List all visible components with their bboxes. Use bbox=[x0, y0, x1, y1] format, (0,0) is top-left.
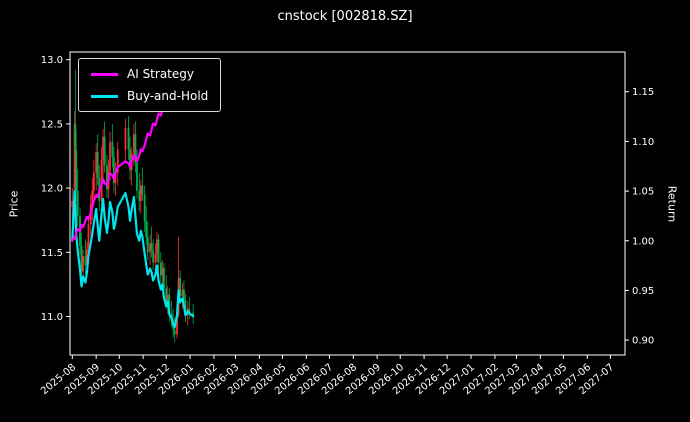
svg-text:1.05: 1.05 bbox=[632, 187, 654, 198]
svg-text:13.0: 13.0 bbox=[41, 55, 63, 66]
legend-label-ai-strategy: AI Strategy bbox=[127, 67, 194, 81]
svg-text:1.00: 1.00 bbox=[632, 236, 654, 247]
legend-item-ai-strategy: AI Strategy bbox=[91, 67, 208, 81]
legend-item-buy-and-hold: Buy-and-Hold bbox=[91, 89, 208, 103]
ai-strategy-line-swatch bbox=[91, 72, 118, 76]
svg-text:11.5: 11.5 bbox=[41, 248, 63, 259]
svg-text:1.15: 1.15 bbox=[632, 87, 654, 98]
buy-and-hold-line-swatch bbox=[91, 94, 118, 98]
svg-text:12.5: 12.5 bbox=[41, 119, 63, 130]
svg-text:0.90: 0.90 bbox=[632, 336, 654, 347]
svg-text:12.0: 12.0 bbox=[41, 184, 63, 195]
legend-label-buy-and-hold: Buy-and-Hold bbox=[127, 89, 209, 103]
svg-text:1.10: 1.10 bbox=[632, 137, 654, 148]
chart-title: cnstock [002818.SZ] bbox=[277, 9, 413, 24]
svg-text:0.95: 0.95 bbox=[632, 286, 654, 297]
legend: AI Strategy Buy-and-Hold bbox=[78, 58, 222, 112]
svg-text:11.0: 11.0 bbox=[41, 312, 63, 323]
